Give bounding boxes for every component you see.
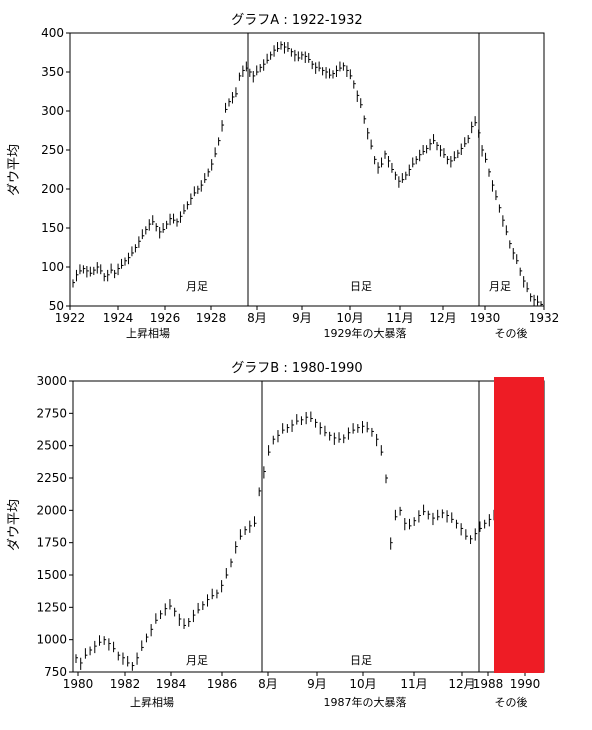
chart-b-y-tick-label: 1750 xyxy=(36,536,67,550)
chart-b-bottom-label-1: 上昇相場 xyxy=(130,696,174,709)
chart-a-y-tick-label: 250 xyxy=(41,143,64,157)
chart-a-bottom-label-2: 1929年の大暴落 xyxy=(324,326,407,340)
chart-a-x-tick-label: 9月 xyxy=(292,311,312,325)
chart-b-bottom-label-3: その後 xyxy=(495,695,528,709)
chart-b-y-tick-label: 2500 xyxy=(36,439,67,453)
chart-b-y-tick-label: 1500 xyxy=(36,568,67,582)
redaction-block xyxy=(494,377,544,673)
chart-b-x-tick-label: 11月 xyxy=(400,677,427,691)
chart-a-panel-label-1: 月足 xyxy=(186,280,208,293)
chart-a-x-tick-label: 12月 xyxy=(429,311,456,325)
chart-b-y-tick-label: 750 xyxy=(44,665,67,679)
chart-b-x-tick-label: 12月 xyxy=(448,677,475,691)
chart-a-x-tick-label: 1924 xyxy=(103,311,134,325)
chart-b-x-tick-label: 1986 xyxy=(207,677,238,691)
chart-b-y-tick-label: 2000 xyxy=(36,503,67,517)
chart-a-panel-label-2: 日足 xyxy=(350,280,372,293)
chart-a-y-tick-label: 200 xyxy=(41,182,64,196)
chart-a-x-tick-label: 8月 xyxy=(247,311,267,325)
chart-a-bars xyxy=(72,41,543,306)
chart-a-x-tick-label: 11月 xyxy=(386,311,413,325)
chart-b-x-tick-label: 1980 xyxy=(63,677,94,691)
chart-b-x-tick-label: 1988 xyxy=(473,677,504,691)
chart-a-y-tick-label: 50 xyxy=(49,299,64,313)
chart-a-title: グラフA : 1922-1932 xyxy=(231,13,362,28)
chart-a: グラフA : 1922-1932 ダウ平均 50 100 150 200 250 300 3… xyxy=(7,13,559,340)
chart-b-y-ticks: 750 1000 1250 1500 1750 2000 2250 2500 2750 3000 xyxy=(36,374,73,679)
chart-a-x-tick-label: 1922 xyxy=(55,311,86,325)
chart-b-y-tick-label: 2750 xyxy=(36,406,67,420)
chart-b-bars xyxy=(75,411,543,671)
chart-a-y-tick-label: 400 xyxy=(41,26,64,40)
chart-b-y-tick-label: 1000 xyxy=(36,633,67,647)
chart-b-x-tick-label: 1990 xyxy=(510,677,541,691)
chart-a-x-tick-label: 1926 xyxy=(150,311,181,325)
chart-a-y-tick-label: 350 xyxy=(41,65,64,79)
chart-b-x-tick-label: 8月 xyxy=(258,677,278,691)
chart-b-bottom-label-2: 1987年の大暴落 xyxy=(324,695,407,709)
chart-a-y-tick-label: 150 xyxy=(41,221,64,235)
chart-b-y-tick-label: 1250 xyxy=(36,600,67,614)
chart-b-x-tick-label: 10月 xyxy=(349,677,376,691)
chart-a-y-ticks: 50 100 150 200 250 300 350 400 xyxy=(41,26,70,313)
chart-b: グラフB : 1980-1990 ダウ平均 750 1000 1250 1500 175… xyxy=(7,361,545,709)
chart-b-panel-label-2: 日足 xyxy=(350,654,372,667)
chart-b-panel-label-1: 月足 xyxy=(186,654,208,667)
chart-a-x-tick-label: 1930 xyxy=(470,311,501,325)
chart-a-y-tick-label: 100 xyxy=(41,260,64,274)
chart-a-x-ticks: 1922 1924 1926 1928 8月 9月 10月 11月 12月 1930 1932 xyxy=(55,306,560,325)
chart-a-x-tick-label: 1932 xyxy=(529,311,560,325)
chart-b-y-tick-label: 3000 xyxy=(36,374,67,388)
chart-a-x-tick-label: 10月 xyxy=(336,311,363,325)
chart-a-panel-label-3: 月足 xyxy=(489,280,511,293)
chart-a-x-tick-label: 1928 xyxy=(196,311,227,325)
chart-b-x-tick-label: 9月 xyxy=(307,677,327,691)
chart-b-x-tick-label: 1984 xyxy=(156,677,187,691)
chart-a-bottom-label-3: その後 xyxy=(495,326,528,340)
chart-a-ylabel: ダウ平均 xyxy=(7,144,22,196)
chart-b-y-tick-label: 2250 xyxy=(36,471,67,485)
chart-a-bottom-label-1: 上昇相場 xyxy=(126,327,170,340)
chart-b-frame xyxy=(72,380,545,673)
chart-a-frame xyxy=(69,32,545,307)
chart-b-title: グラフB : 1980-1990 xyxy=(231,361,362,376)
chart-b-x-tick-label: 1982 xyxy=(110,677,141,691)
chart-a-y-tick-label: 300 xyxy=(41,104,64,118)
chart-b-ylabel: ダウ平均 xyxy=(7,499,22,551)
